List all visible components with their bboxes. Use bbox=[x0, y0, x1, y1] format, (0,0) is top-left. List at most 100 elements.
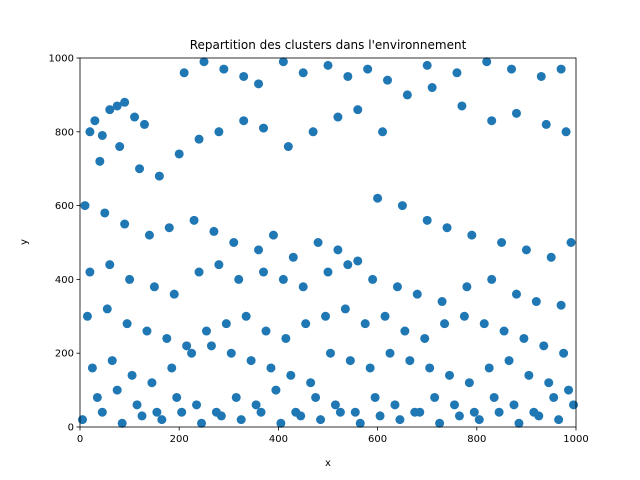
data-point bbox=[425, 363, 435, 373]
data-point bbox=[85, 127, 95, 137]
data-point bbox=[97, 407, 107, 417]
data-point bbox=[355, 418, 365, 428]
data-point bbox=[112, 101, 122, 111]
data-point bbox=[335, 407, 345, 417]
data-point bbox=[169, 289, 179, 299]
data-point bbox=[90, 116, 100, 126]
data-point bbox=[229, 238, 239, 247]
data-point bbox=[283, 142, 293, 152]
data-point bbox=[375, 411, 385, 421]
x-tick-label: 200 bbox=[170, 434, 189, 445]
data-point bbox=[167, 363, 177, 373]
x-tick-label: 0 bbox=[77, 434, 83, 445]
data-point bbox=[132, 400, 142, 410]
data-point bbox=[325, 348, 335, 358]
data-point bbox=[521, 245, 531, 255]
data-point bbox=[172, 392, 182, 402]
data-point bbox=[474, 415, 484, 425]
data-point bbox=[437, 297, 447, 307]
data-point bbox=[452, 68, 462, 78]
data-point bbox=[179, 68, 189, 78]
data-point bbox=[87, 363, 97, 373]
data-point bbox=[412, 289, 422, 299]
data-point bbox=[288, 252, 298, 262]
data-point bbox=[435, 418, 445, 428]
data-point bbox=[221, 319, 231, 329]
data-point bbox=[333, 245, 343, 255]
data-point bbox=[383, 75, 393, 85]
data-point bbox=[422, 215, 432, 225]
data-point bbox=[546, 252, 556, 262]
data-point bbox=[259, 123, 269, 133]
data-point bbox=[201, 326, 211, 336]
data-point bbox=[554, 415, 564, 425]
data-point bbox=[127, 370, 137, 380]
data-point bbox=[343, 71, 353, 81]
data-point bbox=[209, 226, 219, 236]
data-point bbox=[187, 348, 197, 358]
data-point bbox=[214, 260, 224, 270]
data-point bbox=[261, 326, 271, 336]
data-point bbox=[511, 108, 521, 118]
data-point bbox=[350, 407, 360, 417]
data-point bbox=[541, 119, 551, 129]
data-point bbox=[499, 326, 509, 336]
data-point bbox=[330, 400, 340, 410]
data-point bbox=[385, 348, 395, 358]
data-point bbox=[397, 201, 407, 211]
data-point bbox=[363, 64, 373, 74]
data-point bbox=[484, 363, 494, 373]
data-point bbox=[278, 274, 288, 284]
data-point bbox=[157, 415, 167, 425]
data-point bbox=[301, 319, 311, 329]
data-point bbox=[107, 356, 117, 366]
data-point bbox=[467, 230, 477, 240]
data-point bbox=[373, 193, 383, 203]
data-point bbox=[82, 311, 92, 321]
data-point bbox=[440, 319, 450, 329]
data-point bbox=[296, 411, 306, 421]
data-point bbox=[464, 378, 474, 388]
data-point bbox=[402, 90, 412, 100]
data-point bbox=[234, 274, 244, 284]
data-point bbox=[343, 260, 353, 270]
x-axis: 0 200 400 600 800 1000 bbox=[77, 427, 589, 445]
y-axis: 0 200 400 600 800 1000 bbox=[49, 54, 80, 434]
data-point bbox=[489, 392, 499, 402]
data-point bbox=[566, 238, 576, 247]
data-point bbox=[236, 415, 246, 425]
data-point bbox=[353, 256, 363, 266]
data-point bbox=[130, 112, 140, 122]
data-point bbox=[556, 64, 566, 74]
data-point bbox=[316, 415, 326, 425]
data-point bbox=[462, 282, 472, 292]
data-point bbox=[442, 223, 452, 233]
data-point bbox=[415, 407, 425, 417]
data-point bbox=[549, 392, 559, 402]
data-point bbox=[380, 311, 390, 321]
data-point bbox=[519, 333, 529, 343]
data-point bbox=[194, 267, 204, 277]
data-point bbox=[231, 392, 241, 402]
data-point bbox=[392, 282, 402, 292]
data-point bbox=[561, 127, 571, 137]
data-point bbox=[469, 407, 479, 417]
data-point bbox=[378, 127, 388, 137]
data-point bbox=[539, 341, 549, 351]
data-point bbox=[92, 392, 102, 402]
data-point bbox=[254, 245, 264, 255]
data-point bbox=[199, 57, 209, 67]
data-point bbox=[177, 407, 187, 417]
data-point bbox=[286, 370, 296, 380]
data-point bbox=[192, 400, 202, 410]
data-point bbox=[174, 149, 184, 159]
points-group bbox=[77, 57, 579, 428]
data-point bbox=[479, 319, 489, 329]
data-point bbox=[345, 356, 355, 366]
data-point bbox=[137, 411, 147, 421]
data-point bbox=[487, 116, 497, 126]
data-point bbox=[353, 105, 363, 115]
data-point bbox=[511, 289, 521, 299]
data-point bbox=[135, 164, 145, 174]
data-point bbox=[139, 119, 149, 129]
